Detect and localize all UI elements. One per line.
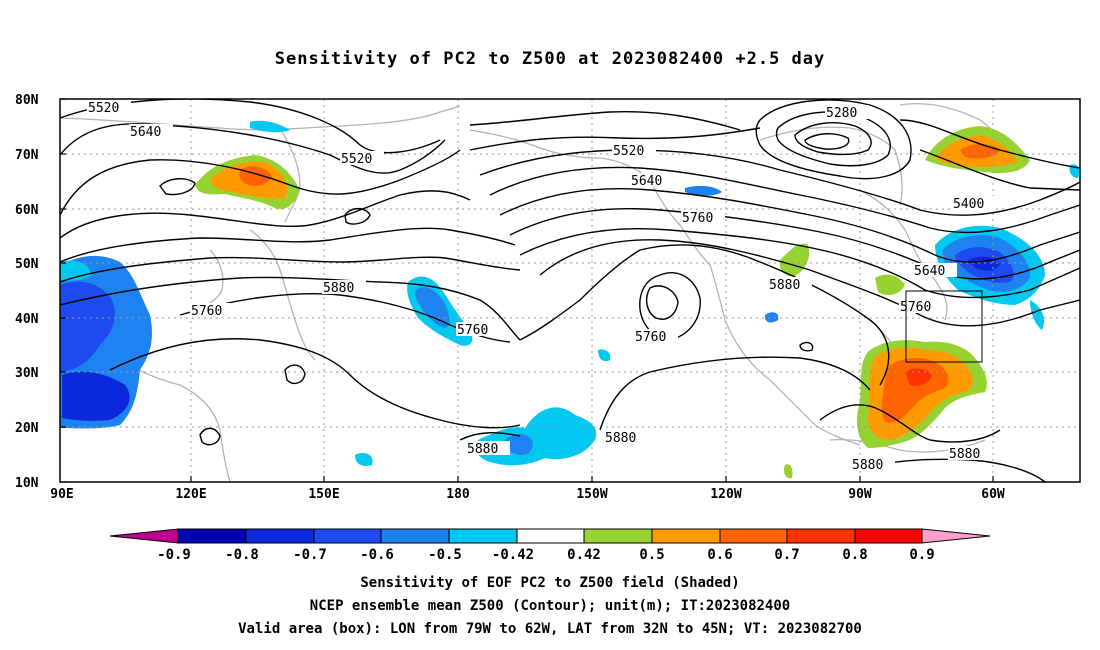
longitude-labels: 90E 120E 150E 180 150W 120W 90W 60W [50, 487, 1005, 502]
colorbar-cell [380, 528, 450, 544]
colorbar-tick: -0.42 [492, 547, 534, 563]
colorbar-tick: -0.9 [157, 547, 191, 563]
colorbar-cell [177, 528, 247, 544]
colorbar-high-triangle [921, 528, 991, 544]
lon-label: 150W [576, 487, 607, 502]
contour-label-5520: 5520 [88, 101, 119, 116]
lon-label: 90E [50, 487, 73, 502]
lat-label: 70N [15, 148, 39, 163]
contour-label-5760: 5760 [191, 304, 222, 319]
colorbar-cell [516, 528, 585, 544]
contour-label-5280: 5280 [826, 106, 857, 121]
colorbar-cell [448, 528, 518, 544]
lat-label: 60N [15, 203, 39, 218]
lat-label: 80N [15, 93, 39, 108]
caption-line-1: Sensitivity of EOF PC2 to Z500 field (Sh… [360, 575, 740, 591]
contour-label-5880: 5880 [769, 278, 800, 293]
colorbar-cell [786, 528, 856, 544]
contour-label-5520: 5520 [613, 144, 644, 159]
colorbar-tick: 0.8 [842, 547, 867, 563]
colorbar-tick: -0.6 [360, 547, 394, 563]
colorbar-cell [245, 528, 315, 544]
colorbar-tick: -0.8 [225, 547, 259, 563]
lon-label: 120W [710, 487, 741, 502]
colorbar-cell [651, 528, 721, 544]
contour-label-5640: 5640 [631, 174, 662, 189]
contour-label-5520: 5520 [341, 152, 372, 167]
lat-label: 40N [15, 312, 39, 327]
colorbar-ticks: -0.9 -0.8 -0.7 -0.6 -0.5 -0.42 0.42 0.5 … [157, 547, 935, 563]
lon-label: 60W [981, 487, 1005, 502]
colorbar-cell [719, 528, 788, 544]
latitude-labels: 80N 70N 60N 50N 40N 30N 20N 10N [15, 93, 39, 491]
colorbar-tick: -0.7 [293, 547, 327, 563]
colorbar-tick: -0.5 [428, 547, 462, 563]
contour-label-5760: 5760 [900, 300, 931, 315]
contour-labels: 5520 5640 5520 5280 5520 5640 5760 5400 … [87, 100, 996, 473]
contour-label-5880: 5880 [323, 281, 354, 296]
map-frame [59, 98, 1081, 483]
contour-label-5880: 5880 [467, 442, 498, 457]
colorbar-tick: 0.42 [567, 547, 601, 563]
colorbar-cell [583, 528, 653, 544]
lon-label: 90W [848, 487, 872, 502]
caption-line-3: Valid area (box): LON from 79W to 62W, L… [238, 621, 862, 637]
lat-label: 20N [15, 421, 39, 436]
axis-ticks [60, 98, 994, 483]
contour-label-5760: 5760 [635, 330, 666, 345]
contour-label-5640: 5640 [130, 125, 161, 140]
lat-label: 50N [15, 257, 39, 272]
colorbar-cell [854, 528, 923, 544]
lon-label: 180 [446, 487, 470, 502]
shaded-sensitivity [60, 120, 1080, 479]
contour-label-5400: 5400 [953, 197, 984, 212]
contour-label-5880: 5880 [605, 431, 636, 446]
colorbar-tick: 0.5 [639, 547, 664, 563]
lon-label: 120E [175, 487, 206, 502]
colorbar-tick: 0.6 [707, 547, 732, 563]
contour-label-5880: 5880 [949, 447, 980, 462]
colorbar-tick: 0.7 [774, 547, 799, 563]
colorbar-low-triangle [109, 528, 179, 544]
map-title: Sensitivity of PC2 to Z500 at 2023082400… [274, 49, 826, 69]
colorbar-cell [313, 528, 382, 544]
lon-label: 150E [308, 487, 339, 502]
lat-label: 30N [15, 366, 39, 381]
lat-label: 10N [15, 476, 39, 491]
contour-label-5760: 5760 [682, 211, 713, 226]
contour-label-5640: 5640 [914, 264, 945, 279]
colorbar-tick: 0.9 [909, 547, 934, 563]
colorbar [109, 528, 991, 544]
caption-line-2: NCEP ensemble mean Z500 (Contour); unit(… [309, 598, 791, 614]
contour-label-5880: 5880 [852, 458, 883, 473]
valid-area-box [905, 290, 983, 363]
contour-label-5760: 5760 [457, 323, 488, 338]
